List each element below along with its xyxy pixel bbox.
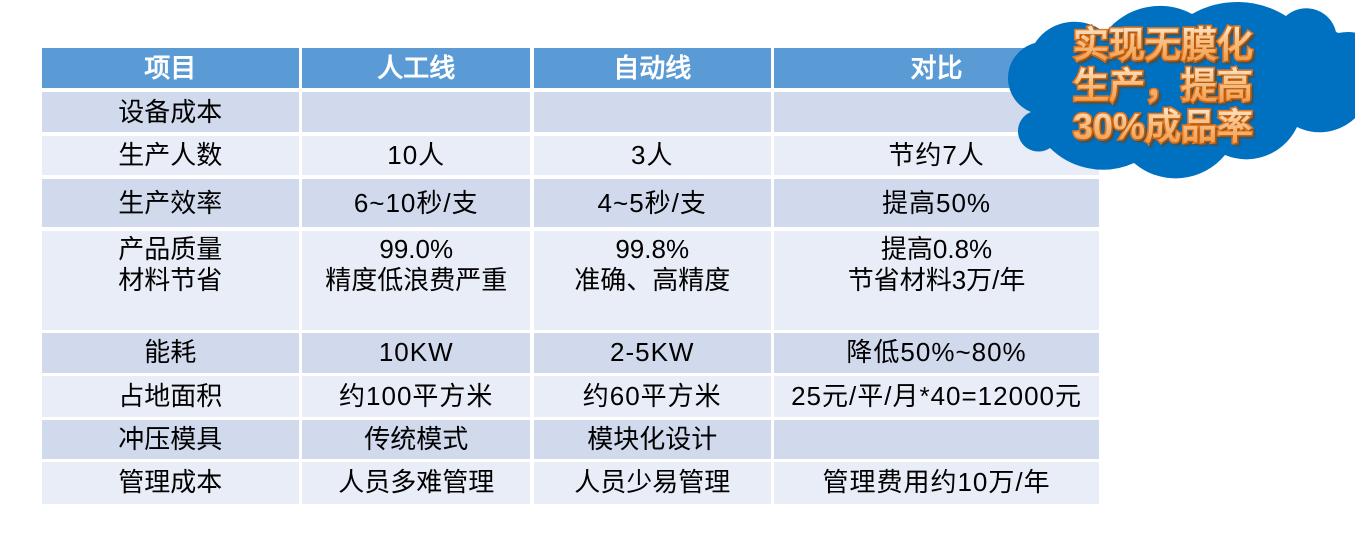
svg-text:生产，提高: 生产，提高	[1073, 65, 1253, 106]
svg-text:30%成品率: 30%成品率	[1073, 106, 1253, 147]
svg-text:实现无膜化: 实现无膜化	[1073, 24, 1253, 65]
